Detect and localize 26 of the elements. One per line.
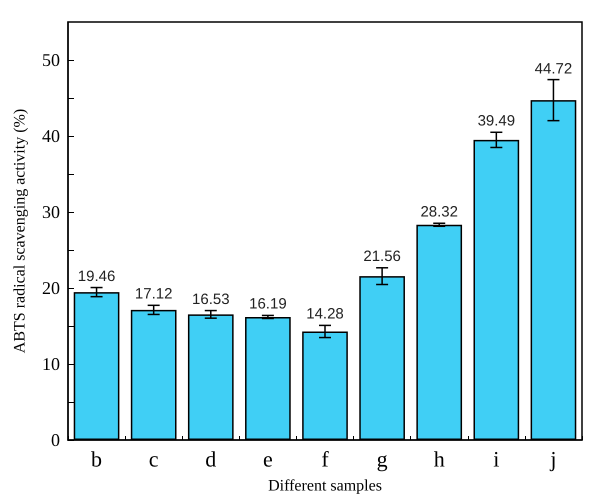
x-tick-label: b <box>91 446 102 472</box>
x-tick-label: i <box>493 446 500 472</box>
y-axis-title: ABTS radical scavenging activity (%) <box>12 108 28 354</box>
data-label: 16.53 <box>192 290 230 308</box>
x-axis-title: Different samples <box>268 478 382 494</box>
data-label: 14.28 <box>306 306 344 323</box>
x-tick-label: g <box>376 446 388 472</box>
y-tick-label: 20 <box>42 278 60 298</box>
data-label: 28.32 <box>420 203 458 220</box>
data-label: 39.49 <box>478 112 516 130</box>
y-tick-label: 50 <box>42 50 60 70</box>
x-tick-label: e <box>263 446 273 472</box>
y-tick-label: 30 <box>42 202 60 222</box>
data-label: 16.19 <box>249 296 287 313</box>
x-tick-label: j <box>549 446 557 472</box>
data-label: 19.46 <box>78 268 116 285</box>
x-tick-label: c <box>148 446 159 472</box>
x-tick-label: f <box>321 446 330 472</box>
data-label: 44.72 <box>534 60 572 78</box>
data-label: 17.12 <box>134 286 172 303</box>
x-tick-label: h <box>434 446 445 472</box>
y-tick-label: 0 <box>51 430 60 450</box>
x-tick-label: d <box>205 446 216 472</box>
y-tick-label: 10 <box>42 354 60 374</box>
data-label: 21.56 <box>363 248 401 266</box>
y-tick-label: 40 <box>42 126 60 146</box>
